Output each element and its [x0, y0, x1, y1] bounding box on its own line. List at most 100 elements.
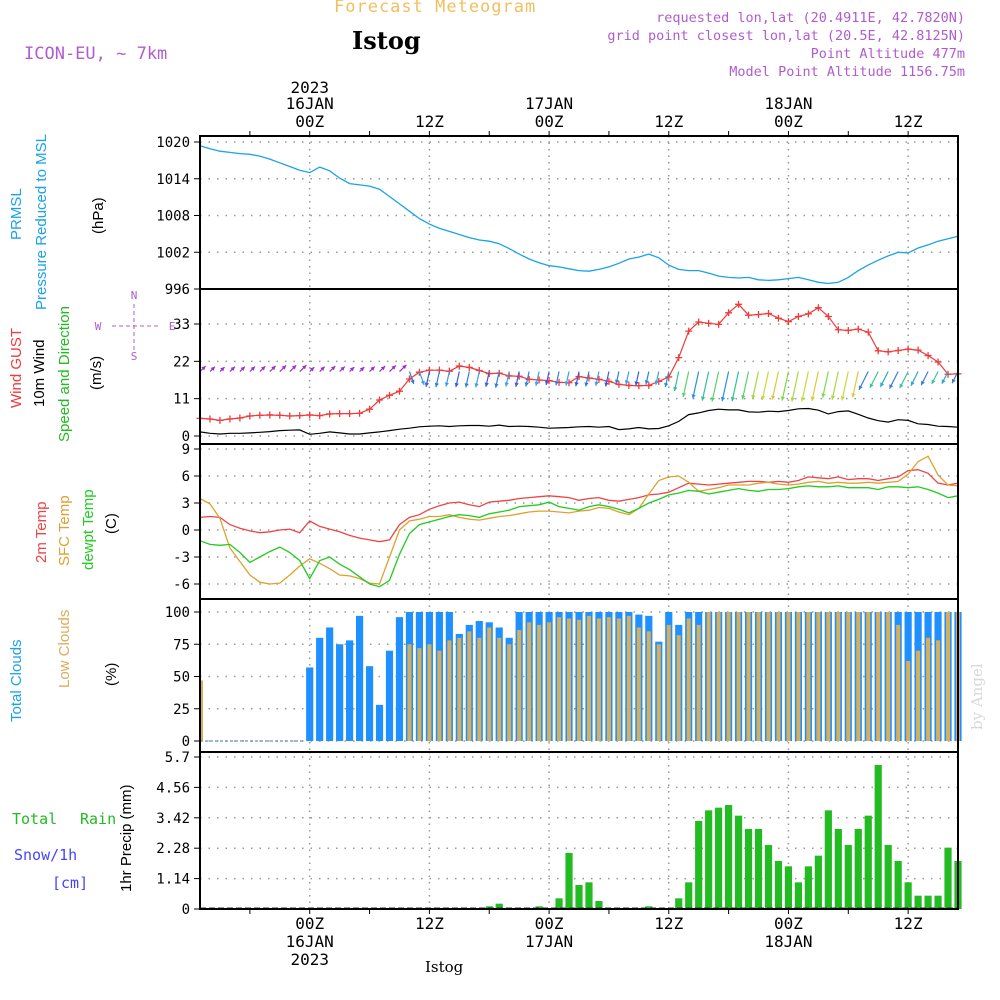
- gust-point: [465, 363, 473, 371]
- wind-arrow-head: [644, 380, 649, 385]
- wind-arrow-head: [359, 367, 365, 372]
- rain-bar: [924, 895, 932, 909]
- wind-arrow-head: [701, 396, 706, 401]
- precip-axis-label: 1hr Precip (mm): [118, 784, 135, 892]
- wind-arrow-head: [720, 396, 726, 402]
- panel-frame: [199, 443, 959, 600]
- low-cloud-bar: [477, 637, 482, 741]
- bottom-time-label: 12Z: [415, 914, 444, 933]
- low-cloud-bar: [646, 631, 651, 741]
- wind-arrow-head: [604, 382, 609, 387]
- low-cloud-bar: [906, 661, 911, 741]
- rain-bar: [784, 866, 793, 909]
- low-cloud-bar: [916, 650, 921, 741]
- wind-arrow-head: [474, 383, 479, 388]
- total-cloud-bar: [346, 640, 354, 741]
- wind-arrow-head: [220, 367, 225, 372]
- gust-point: [854, 325, 862, 333]
- gust-point: [715, 320, 723, 328]
- y-tick-label: 0: [182, 734, 190, 750]
- y-tick-label: 5.7: [165, 750, 190, 766]
- y-tick-label: 9: [182, 442, 190, 458]
- gust-point: [595, 375, 603, 383]
- gust-point: [276, 411, 284, 419]
- rain-bar: [854, 829, 862, 909]
- y-tick-label: 4.56: [156, 780, 190, 796]
- wind-arrow-head: [349, 367, 355, 372]
- gust-point: [256, 411, 264, 419]
- gust-point: [645, 381, 653, 389]
- wind-arrow-head: [410, 379, 415, 384]
- wind-arrow-head: [420, 380, 425, 386]
- total-cloud-bar: [306, 667, 314, 741]
- wind-direction-arrow: [791, 371, 800, 402]
- wind-direction-arrow: [682, 371, 690, 398]
- wind-arrow-head: [309, 367, 315, 372]
- low-cloud-bar: [686, 618, 691, 741]
- low-cloud-bar: [457, 637, 462, 741]
- top-time-label: 17JAN: [525, 94, 573, 113]
- gust-line: [199, 303, 959, 422]
- wind-arrow-head: [858, 385, 863, 390]
- wind-arrow-head: [514, 382, 519, 387]
- low-cloud-bar: [726, 612, 731, 741]
- total-cloud-bar: [316, 637, 324, 741]
- rain-bar: [695, 821, 703, 909]
- wind-arrow-head: [673, 386, 678, 392]
- wind-arrow-head: [554, 380, 559, 386]
- total-cloud-bar: [355, 615, 364, 741]
- y-tick-label: 3.42: [156, 811, 190, 827]
- gust-point: [725, 309, 733, 317]
- rain-bar: [725, 805, 733, 909]
- wind-arrow-head: [330, 366, 336, 371]
- rain-bar: [774, 861, 783, 909]
- wind-arrow-head: [691, 394, 696, 399]
- low-cloud-bar: [626, 615, 631, 741]
- low-cloud-bar: [437, 650, 442, 741]
- gust-point: [395, 387, 403, 395]
- rain-bar: [715, 807, 723, 909]
- rain-bar: [565, 853, 573, 909]
- low-cloud-bar: [856, 612, 861, 741]
- low-cloud-bar: [746, 612, 751, 741]
- wind-arrow-head: [899, 383, 904, 389]
- bottom-time-label: 00Z: [535, 914, 564, 933]
- wind-arrow-head: [830, 395, 836, 400]
- rain-bar: [585, 882, 593, 909]
- rain-bar: [824, 810, 832, 909]
- meteogram-title: Forecast Meteogram: [334, 0, 537, 17]
- top-time-label: 00Z: [774, 112, 803, 131]
- precip-snow-unit: [cm]: [52, 874, 89, 892]
- rain-bar: [575, 885, 583, 909]
- gust-point: [774, 314, 782, 322]
- low-cloud-bar: [696, 624, 701, 741]
- low-cloud-bar: [407, 644, 412, 741]
- wind-arrow-head: [624, 380, 630, 385]
- gust-point: [794, 313, 802, 321]
- low-cloud-bar: [836, 612, 841, 741]
- low-cloud-bar: [736, 612, 741, 741]
- wind-arrow-head: [544, 380, 550, 386]
- model-altitude: Model Point Altitude 1156.75m: [729, 64, 965, 80]
- gust-point: [685, 327, 693, 335]
- gust-point: [386, 391, 393, 399]
- wind-arrow-head: [751, 394, 756, 400]
- wind-direction-arrow: [741, 371, 750, 400]
- bottom-time-label: 00Z: [295, 914, 324, 933]
- wind-unit: (m/s): [88, 355, 105, 390]
- wind-arrow-head: [504, 382, 509, 387]
- clouds-unit: (%): [103, 662, 120, 686]
- top-time-label: 16JAN: [286, 94, 334, 113]
- wind-gust-label: Wind GUST: [8, 327, 25, 408]
- requested-coordinates: requested lon,lat (20.4911E, 42.7820N): [656, 10, 965, 26]
- low-cloud-bar: [706, 612, 711, 741]
- pressure-unit: (hPa): [90, 197, 107, 234]
- wind-direction-arrow: [761, 371, 770, 401]
- wind-arrow-head: [634, 381, 639, 386]
- gust-point: [316, 412, 324, 420]
- total-cloud-bar: [326, 627, 334, 741]
- y-tick-label: 6: [182, 469, 190, 485]
- wind-arrow-head: [564, 381, 569, 386]
- wind-arrow-head: [614, 379, 620, 384]
- temp-dewpt-label: dewpt Temp: [80, 489, 97, 570]
